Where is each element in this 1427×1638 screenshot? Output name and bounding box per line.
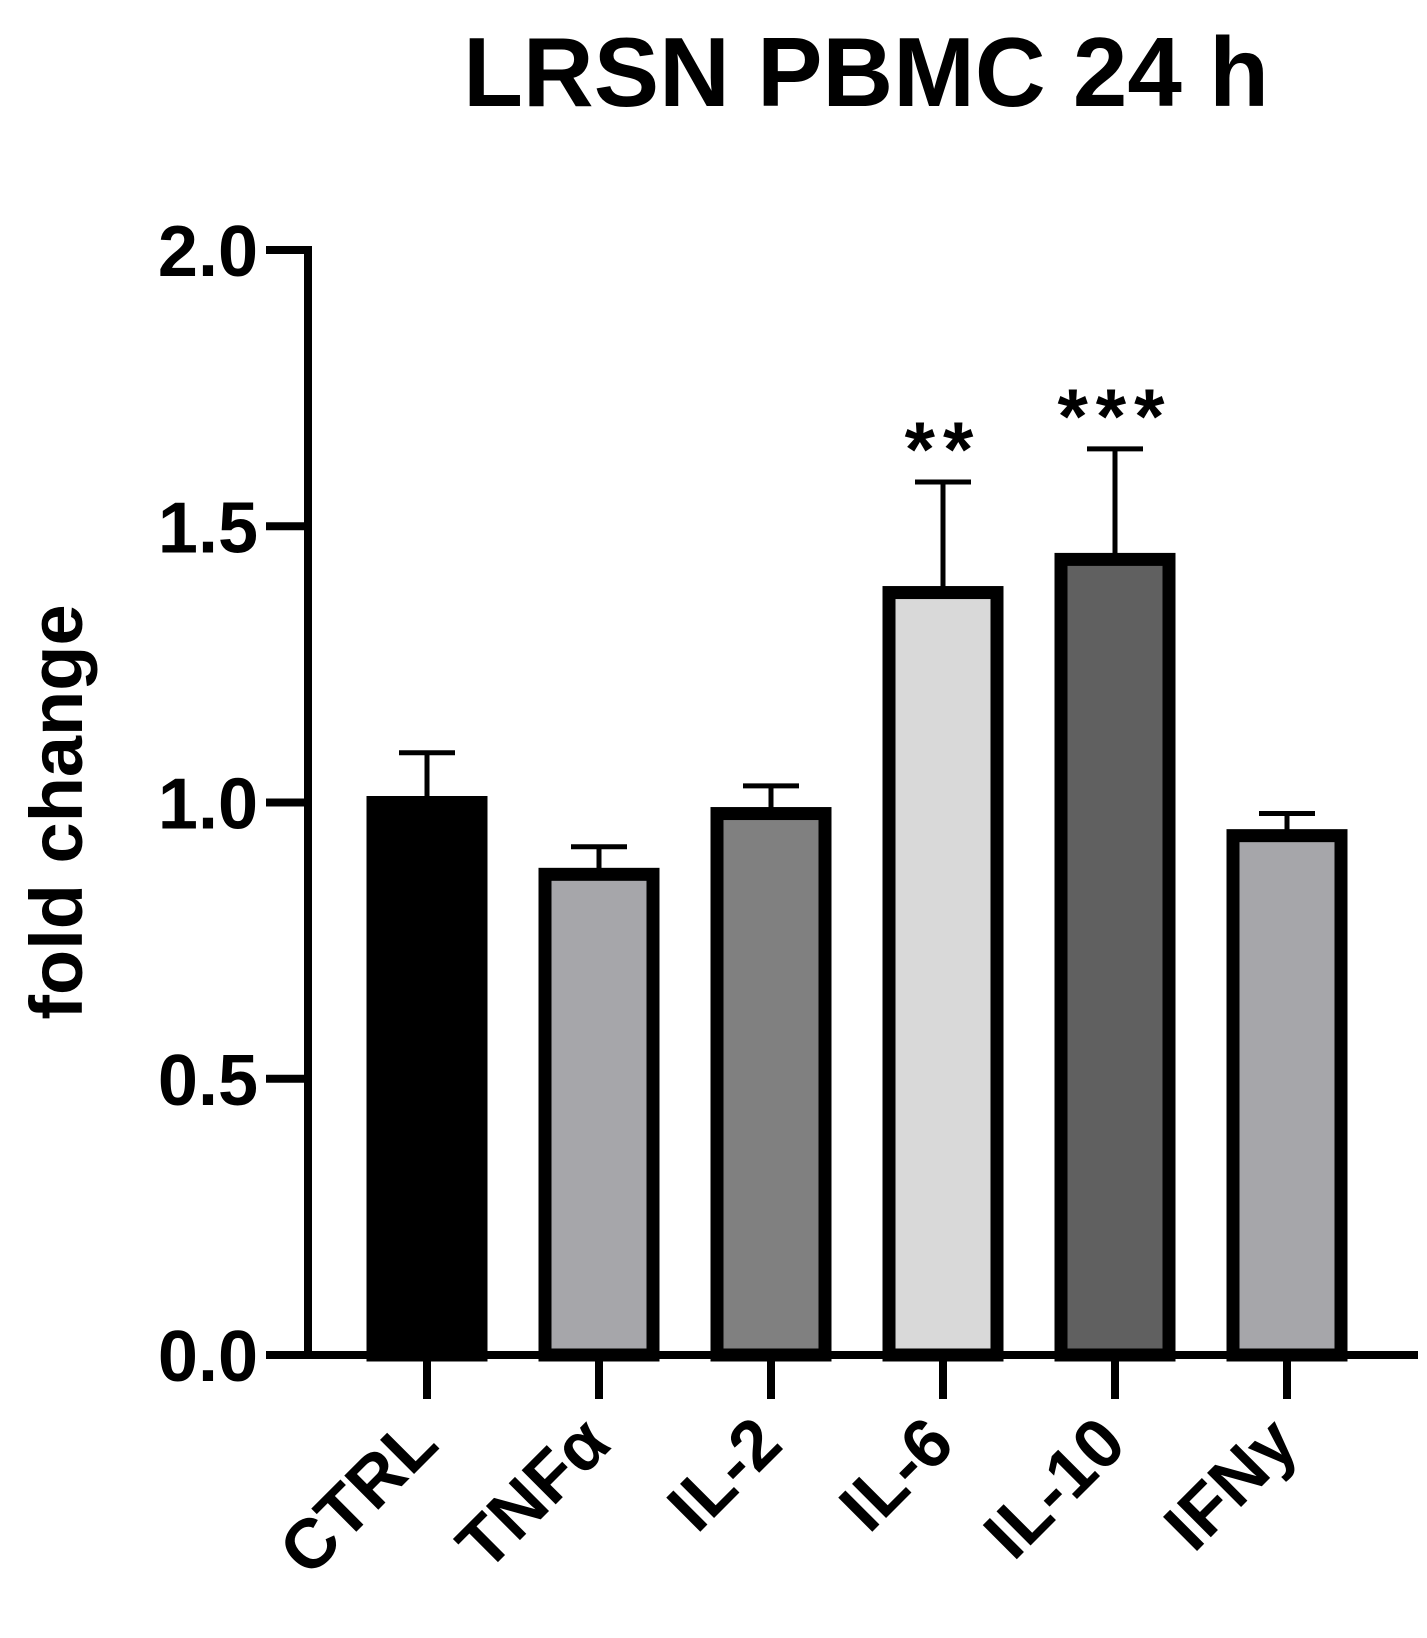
y-tick-label-3: 1.5 [158, 488, 258, 568]
y-tick-label-4: 2.0 [158, 212, 258, 292]
y-tick-label-0: 0.0 [158, 1317, 258, 1397]
x-tick-label-1: TNFα [442, 1402, 624, 1584]
chart-title: LRSN PBMC 24 h [463, 17, 1269, 127]
bar-1 [538, 867, 660, 1362]
y-tick-label-2: 1.0 [158, 765, 258, 845]
bar-0 [366, 796, 488, 1362]
x-tick-label-3: IL-6 [824, 1402, 967, 1545]
bar-5 [1226, 829, 1348, 1362]
significance-label-4: *** [1057, 372, 1172, 460]
bar-4 [1054, 552, 1176, 1362]
bar-3 [882, 586, 1004, 1362]
x-tick-label-5: IFNy [1149, 1402, 1311, 1564]
x-tick-label-0: CTRL [264, 1402, 451, 1589]
y-axis-label: fold change [15, 604, 98, 1019]
bar-2 [710, 807, 832, 1362]
x-tick-label-4: IL-10 [969, 1402, 1140, 1573]
x-tick-label-2: IL-2 [652, 1402, 795, 1545]
significance-label-3: ** [905, 405, 982, 493]
y-tick-label-1: 0.5 [158, 1041, 258, 1121]
